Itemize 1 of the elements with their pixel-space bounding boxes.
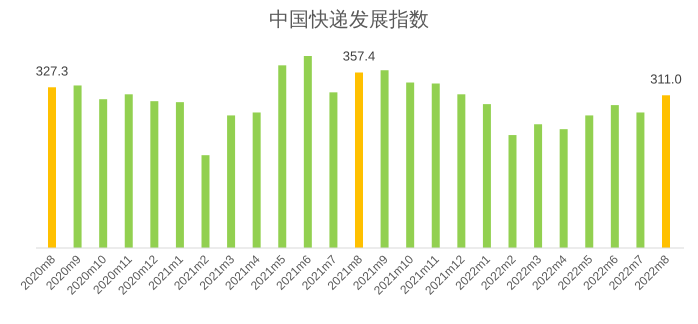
title: 中国快递发展指数 xyxy=(269,9,429,31)
